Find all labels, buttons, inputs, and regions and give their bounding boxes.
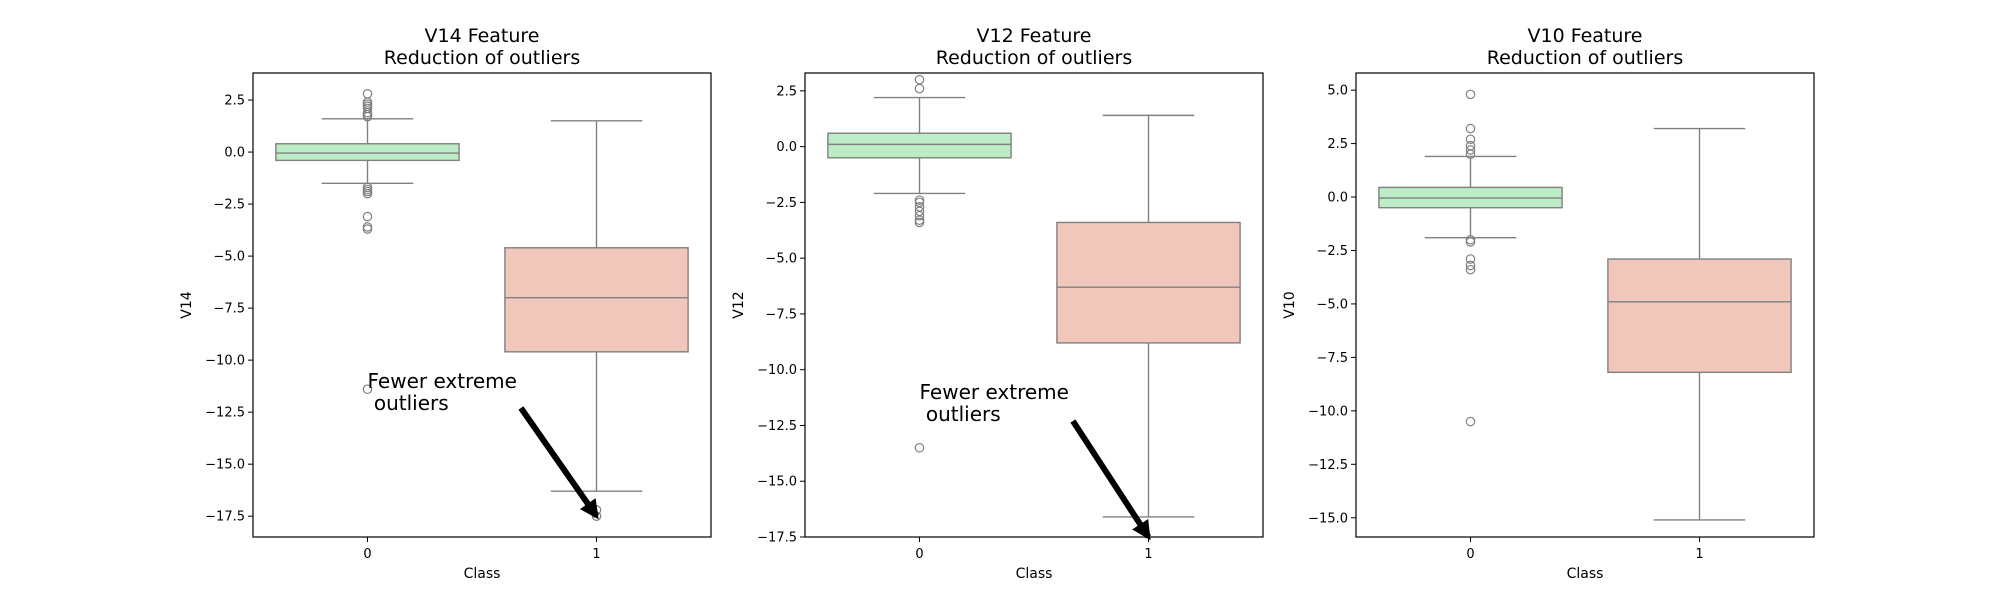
box-class-1	[1056, 114, 1241, 518]
y-tick-label: −17.5	[757, 531, 797, 546]
annotation-text-line2: outliers	[368, 391, 449, 415]
box-iqr	[275, 143, 460, 162]
chart-title-line1: V12 Feature	[976, 25, 1091, 47]
box-iqr	[504, 247, 689, 353]
outlier-point	[914, 83, 925, 94]
box-iqr	[827, 132, 1012, 159]
box-class-0	[1378, 89, 1563, 427]
x-tick-label: 0	[915, 547, 923, 562]
x-axis-label: Class	[1567, 566, 1604, 582]
y-tick-label: −15.0	[757, 475, 797, 490]
outlier-point	[362, 211, 373, 222]
outlier-point	[1465, 264, 1476, 275]
y-tick-label: −17.5	[205, 510, 245, 525]
outlier-point	[1465, 254, 1476, 264]
y-tick-label: −12.5	[757, 419, 797, 434]
y-tick-label: 2.5	[224, 94, 245, 109]
outlier-point	[1465, 416, 1476, 427]
y-tick-label: 0.0	[224, 146, 245, 161]
y-tick-label: −2.5	[213, 198, 245, 213]
box-iqr	[1056, 221, 1241, 344]
outlier-point	[362, 188, 373, 199]
y-tick-label: −12.5	[205, 406, 245, 421]
outlier-point	[362, 384, 373, 395]
chart-title-line2: Reduction of outliers	[936, 47, 1132, 69]
outlier-point	[1465, 89, 1476, 100]
outlier-point	[914, 74, 925, 85]
x-tick-label: 1	[592, 547, 600, 562]
y-tick-label: −7.5	[213, 302, 245, 317]
outlier-point	[362, 89, 373, 99]
y-tick-label: −7.5	[765, 307, 797, 322]
box-class-1	[504, 120, 689, 521]
y-tick-label: 0.0	[1327, 191, 1348, 206]
outlier-point	[1465, 134, 1476, 145]
x-tick-label: 1	[1144, 547, 1152, 562]
y-tick-label: 2.5	[776, 84, 797, 99]
y-tick-label: 0.0	[776, 140, 797, 155]
axes-frame	[252, 72, 712, 538]
x-tick-label: 1	[1695, 547, 1703, 562]
y-tick-label: −2.5	[1316, 244, 1348, 259]
x-tick-label: 0	[363, 547, 371, 562]
annotation-text-line1: Fewer extreme	[368, 369, 517, 393]
chart-title-line2: Reduction of outliers	[1487, 47, 1683, 69]
y-tick-label: −10.0	[205, 354, 245, 369]
annotation-text-line2: outliers	[920, 402, 1001, 426]
box-iqr	[1607, 258, 1792, 374]
y-axis-label: V10	[1282, 291, 1298, 318]
y-axis-label: V12	[731, 291, 747, 318]
outlier-point	[1465, 145, 1476, 155]
box-class-0	[827, 74, 1012, 453]
outlier-point	[914, 210, 925, 221]
y-axis-label: V14	[179, 291, 195, 318]
outlier-point	[914, 217, 925, 228]
box-class-0	[275, 89, 460, 395]
outlier-point	[1465, 123, 1476, 134]
y-tick-label: −10.0	[1308, 404, 1348, 419]
y-tick-label: −15.0	[1308, 511, 1348, 526]
outlier-point	[1465, 149, 1476, 160]
outlier-point	[362, 224, 373, 234]
y-tick-label: −7.5	[1316, 351, 1348, 366]
y-tick-label: −12.5	[1308, 458, 1348, 473]
y-tick-label: −10.0	[757, 363, 797, 378]
y-tick-label: −5.0	[213, 250, 245, 265]
y-tick-label: −2.5	[765, 196, 797, 211]
outlier-point	[1465, 260, 1476, 271]
annotation-text-line1: Fewer extreme	[920, 380, 1069, 404]
box-class-1	[1607, 127, 1792, 521]
y-tick-label: −5.0	[765, 252, 797, 267]
chart-title-line1: V10 Feature	[1527, 25, 1642, 47]
y-tick-label: −5.0	[1316, 297, 1348, 312]
outlier-point	[914, 442, 925, 453]
outlier-point	[1465, 237, 1476, 247]
y-tick-label: 2.5	[1327, 137, 1348, 152]
y-tick-label: 5.0	[1327, 84, 1348, 99]
x-axis-label: Class	[464, 566, 501, 582]
axes-frame	[1355, 72, 1815, 538]
x-axis-label: Class	[1016, 566, 1053, 582]
x-tick-label: 0	[1466, 547, 1474, 562]
outlier-point	[362, 111, 373, 122]
chart-title-line1: V14 Feature	[424, 25, 539, 47]
axes-frame	[804, 72, 1264, 538]
y-tick-label: −15.0	[205, 458, 245, 473]
annotation-arrow	[518, 406, 599, 520]
chart-title-line2: Reduction of outliers	[384, 47, 580, 69]
annotation-arrow	[1070, 419, 1152, 541]
